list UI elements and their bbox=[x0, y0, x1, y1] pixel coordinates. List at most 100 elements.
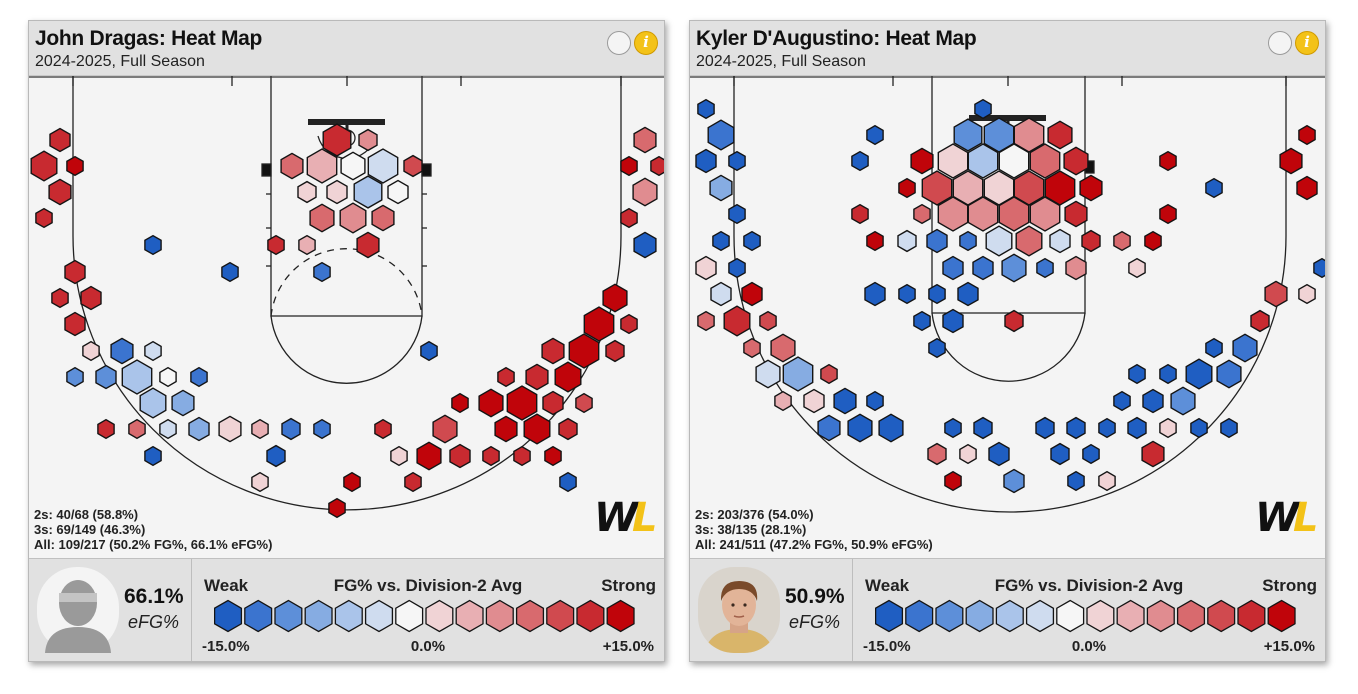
heatmap-cell bbox=[1036, 257, 1054, 279]
scale-strong-label: Strong bbox=[1262, 576, 1317, 595]
heatmap-cell bbox=[759, 310, 777, 332]
heatmap-cell bbox=[1250, 309, 1270, 333]
heatmap-cell bbox=[1296, 175, 1318, 201]
heatmap-cell bbox=[1298, 124, 1316, 146]
heatmap-cell bbox=[723, 305, 751, 337]
svg-text:L: L bbox=[632, 495, 658, 537]
toggle-circle-button[interactable] bbox=[607, 31, 631, 55]
heatmap-cell bbox=[927, 442, 947, 466]
heatmap-cell bbox=[451, 392, 469, 414]
heatmap-cell bbox=[1001, 253, 1027, 283]
scale-hex bbox=[1207, 599, 1236, 633]
scale-weak-label: Weak bbox=[204, 576, 249, 595]
heatmap-cell bbox=[1313, 257, 1325, 279]
heatmap-cell bbox=[66, 366, 84, 388]
heatmap-cell bbox=[328, 497, 346, 519]
heatmap-cell bbox=[633, 231, 657, 259]
shot-chart bbox=[690, 76, 1325, 513]
scale-hex bbox=[515, 599, 545, 633]
info-icon[interactable]: i bbox=[634, 31, 658, 55]
stats-twos: 2s: 203/376 (54.0%) bbox=[695, 507, 814, 522]
scale-hexes bbox=[875, 599, 1296, 633]
heatmap-cell bbox=[1216, 359, 1242, 389]
card-footer: 66.1% eFG% Weak FG% vs. Division-2 Avg S… bbox=[29, 558, 664, 661]
heatmap-cell bbox=[482, 445, 500, 467]
heatmap-cell bbox=[897, 229, 917, 253]
heatmap-cell bbox=[478, 388, 504, 418]
heatmap-cell bbox=[374, 418, 392, 440]
heatmap-cell bbox=[1159, 203, 1177, 225]
scale-hex bbox=[425, 599, 454, 633]
lane bbox=[270, 76, 423, 317]
heatmap-cell bbox=[326, 179, 348, 205]
heatmap-cell bbox=[30, 150, 58, 182]
heatmap-cell bbox=[728, 203, 746, 225]
heatmap-cell bbox=[49, 127, 71, 153]
toggle-circle-button[interactable] bbox=[1268, 31, 1292, 55]
heatmap-cells bbox=[30, 123, 664, 519]
heatmap-cell bbox=[959, 443, 977, 465]
heatmap-cell bbox=[998, 196, 1030, 232]
heatmap-cell bbox=[620, 207, 638, 229]
scale-hex bbox=[875, 599, 904, 633]
heatmap-cell bbox=[605, 339, 625, 363]
stats-all: All: 241/511 (47.2% FG%, 50.9% eFG%) bbox=[695, 537, 933, 552]
efg-label: eFG% bbox=[789, 612, 841, 632]
card-title: Kyler D'Augustino: Heat Map bbox=[696, 27, 977, 50]
heatmap-cell bbox=[944, 470, 962, 492]
scale-max: +15.0% bbox=[1263, 638, 1315, 655]
heatmap-cell bbox=[1113, 230, 1131, 252]
heatmap-cell bbox=[1232, 333, 1258, 363]
info-icon[interactable]: i bbox=[1295, 31, 1319, 55]
heatmap-cell bbox=[755, 359, 781, 389]
heatmap-cell bbox=[48, 178, 72, 206]
heatmap-cell bbox=[1279, 147, 1303, 175]
heatmap-cell bbox=[1190, 417, 1208, 439]
scale-hex bbox=[905, 599, 934, 633]
card-subtitle: 2024-2025, Full Season bbox=[35, 53, 205, 70]
efg-value: 50.9% bbox=[785, 585, 845, 608]
scale-max: +15.0% bbox=[602, 638, 654, 655]
stats-twos: 2s: 40/68 (58.8%) bbox=[34, 507, 139, 522]
heatmap-cell bbox=[281, 417, 301, 441]
heatmap-cell bbox=[957, 281, 979, 307]
scale-mid: 0.0% bbox=[410, 638, 446, 655]
heatmap-cell bbox=[1079, 174, 1103, 202]
scale-hex bbox=[606, 599, 635, 633]
heatmap-cell bbox=[523, 413, 551, 445]
heatmap-cell bbox=[159, 366, 177, 388]
heatmap-cell bbox=[420, 340, 438, 362]
heatmap-cell bbox=[1264, 280, 1288, 308]
heatmap-cell bbox=[51, 287, 69, 309]
scale-hexes bbox=[214, 599, 635, 633]
heatmap-cell bbox=[695, 148, 717, 174]
player-photo-icon bbox=[698, 567, 780, 653]
heatmap-cell bbox=[544, 445, 562, 467]
heatmap-cell bbox=[322, 123, 352, 157]
heatmap-cell bbox=[128, 418, 146, 440]
heatmap-cell bbox=[1159, 417, 1177, 439]
heatmap-cell bbox=[913, 310, 931, 332]
heatmap-cell bbox=[506, 385, 538, 421]
heatmap-cell bbox=[898, 177, 916, 199]
heatmap-cell bbox=[251, 471, 269, 493]
heatmap-cell bbox=[416, 441, 442, 471]
shooting-stats: 2s: 40/68 (58.8%) 3s: 69/149 (46.3%) All… bbox=[34, 507, 272, 552]
heatmap-cell bbox=[497, 366, 515, 388]
heatmap-cell bbox=[1082, 443, 1100, 465]
heatmap-cell bbox=[620, 155, 638, 177]
heatmap-cell bbox=[1065, 255, 1087, 281]
heatmap-cell bbox=[928, 337, 946, 359]
card-subtitle: 2024-2025, Full Season bbox=[696, 53, 866, 70]
heatmap-cell bbox=[774, 390, 792, 412]
heatmap-cell bbox=[866, 124, 884, 146]
heatmap-cell bbox=[513, 445, 531, 467]
heatmap-cell bbox=[575, 392, 593, 414]
scale-hex bbox=[995, 599, 1024, 633]
heatmap-cells bbox=[695, 98, 1325, 494]
player-card-daugustino: Kyler D'Augustino: Heat Map 2024-2025, F… bbox=[689, 20, 1326, 662]
heatmap-cell bbox=[1029, 143, 1061, 179]
heatmap-cell bbox=[709, 174, 733, 202]
heatmap-cell bbox=[404, 471, 422, 493]
heatmap-cell bbox=[1141, 440, 1165, 468]
